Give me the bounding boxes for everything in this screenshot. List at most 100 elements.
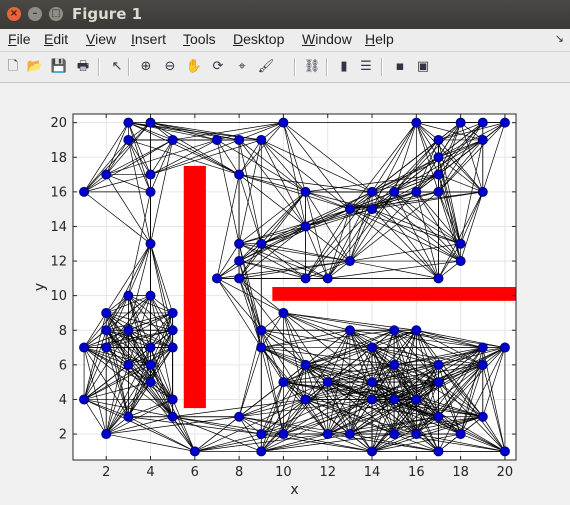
toolbar-separator <box>128 58 130 76</box>
new-figure-icon[interactable]: 🗋 <box>7 59 19 74</box>
roadmap-edge <box>394 381 439 400</box>
save-icon[interactable]: 💾 <box>50 59 68 74</box>
axes-box <box>72 113 517 461</box>
roadmap-edge <box>128 122 218 141</box>
roadmap-edge <box>128 416 195 452</box>
pointer-icon[interactable]: ↖ <box>111 59 123 74</box>
roadmap-nodes <box>79 117 510 457</box>
roadmap-edge <box>238 174 262 244</box>
roadmap-edge <box>106 139 173 175</box>
roadmap-edge <box>238 174 306 227</box>
roadmap-node <box>278 429 289 440</box>
roadmap-node <box>455 429 466 440</box>
roadmap-edge <box>438 122 483 141</box>
rotate-3d-icon[interactable]: ⟳ <box>212 59 224 74</box>
close-window-icon[interactable]: × <box>7 7 21 21</box>
roadmap-edge <box>349 399 417 435</box>
roadmap-node <box>123 290 134 301</box>
roadmap-node <box>145 169 156 180</box>
roadmap-edge <box>150 139 262 175</box>
roadmap-edge <box>349 191 439 210</box>
roadmap-node <box>278 307 289 318</box>
roadmap-edge <box>438 381 483 418</box>
menu-edit[interactable]: Edit <box>44 31 69 47</box>
roadmap-edge <box>238 122 284 141</box>
roadmap-node <box>477 186 488 197</box>
menu-insert[interactable]: Insert <box>131 31 167 47</box>
zoom-out-icon[interactable]: ⊖ <box>164 59 176 74</box>
roadmap-edge <box>371 174 439 193</box>
roadmap-edge <box>105 139 129 175</box>
roadmap-edge <box>371 156 439 193</box>
roadmap-edge <box>239 399 306 418</box>
roadmap-node <box>433 411 444 422</box>
pan-icon[interactable]: ✋ <box>185 59 203 74</box>
roadmap-node <box>433 134 444 145</box>
roadmap-edge <box>371 191 461 245</box>
roadmap-edge <box>283 312 350 331</box>
minimize-window-icon[interactable]: – <box>28 7 42 21</box>
roadmap-node <box>477 411 488 422</box>
x-tick-label: 14 <box>364 465 381 480</box>
roadmap-edge <box>438 156 483 193</box>
roadmap-edge <box>128 364 196 452</box>
roadmap-edge <box>238 381 328 418</box>
roadmap-edge <box>83 139 129 193</box>
roadmap-edge <box>216 278 262 348</box>
toolbar-separator <box>326 58 328 76</box>
zoom-in-icon[interactable]: ⊕ <box>140 59 152 74</box>
roadmap-edge <box>261 329 395 348</box>
roadmap-edge <box>261 226 306 245</box>
roadmap-node <box>145 290 156 301</box>
open-file-icon[interactable]: 📂 <box>26 59 44 74</box>
roadmap-edge <box>283 364 395 383</box>
roadmap-node <box>477 134 488 145</box>
roadmap-edge <box>239 174 306 193</box>
roadmap-edge <box>194 433 284 452</box>
roadmap-edge <box>327 364 439 383</box>
window-title: Figure 1 <box>72 5 143 23</box>
roadmap-edge <box>349 191 417 262</box>
menu-window[interactable]: Window <box>302 31 352 47</box>
legend-icon[interactable]: ☰ <box>360 59 372 74</box>
brush-icon[interactable]: 🖌 <box>257 59 275 74</box>
roadmap-node <box>234 238 245 249</box>
link-plot-icon[interactable]: ⛓ <box>303 59 321 74</box>
menu-overflow-arrow-icon[interactable]: ↘ <box>554 33 564 45</box>
menu-file[interactable]: File <box>8 31 31 47</box>
print-icon[interactable]: 🖶 <box>76 59 90 74</box>
roadmap-node <box>101 429 112 440</box>
roadmap-node <box>344 429 355 440</box>
menu-view[interactable]: View <box>86 31 117 47</box>
data-cursor-icon[interactable]: ⌖ <box>238 59 246 74</box>
roadmap-edge <box>128 122 240 175</box>
roadmap-edge <box>283 399 395 435</box>
roadmap-edge <box>260 139 306 227</box>
roadmap-edge <box>238 191 306 245</box>
menu-desktop[interactable]: Desktop <box>233 31 285 47</box>
roadmap-node <box>389 325 400 336</box>
maximize-window-icon[interactable]: □ <box>49 7 63 21</box>
roadmap-edge <box>283 122 306 227</box>
roadmap-edge <box>83 381 151 400</box>
roadmap-edge <box>371 191 439 210</box>
obstacle-rect <box>272 287 516 301</box>
roadmap-edge <box>416 329 483 348</box>
roadmap-edge <box>150 347 173 400</box>
colorbar-icon[interactable]: ▮ <box>340 59 348 74</box>
roadmap-edge <box>128 364 173 417</box>
roadmap-edge <box>394 364 439 383</box>
roadmap-edge <box>283 122 306 192</box>
menu-tools[interactable]: Tools <box>183 31 216 47</box>
show-plot-tools-icon[interactable]: ▣ <box>416 59 430 74</box>
roadmap-node <box>101 342 112 353</box>
roadmap-edge <box>438 416 506 452</box>
roadmap-edge <box>238 278 262 331</box>
roadmap-edge <box>106 312 173 331</box>
roadmap-edge <box>150 139 174 244</box>
roadmap-edge <box>239 174 373 193</box>
hide-plot-tools-icon[interactable]: ▪ <box>395 59 405 74</box>
menu-help[interactable]: Help <box>365 31 394 47</box>
roadmap-node <box>211 273 222 284</box>
roadmap-edge <box>106 139 218 175</box>
